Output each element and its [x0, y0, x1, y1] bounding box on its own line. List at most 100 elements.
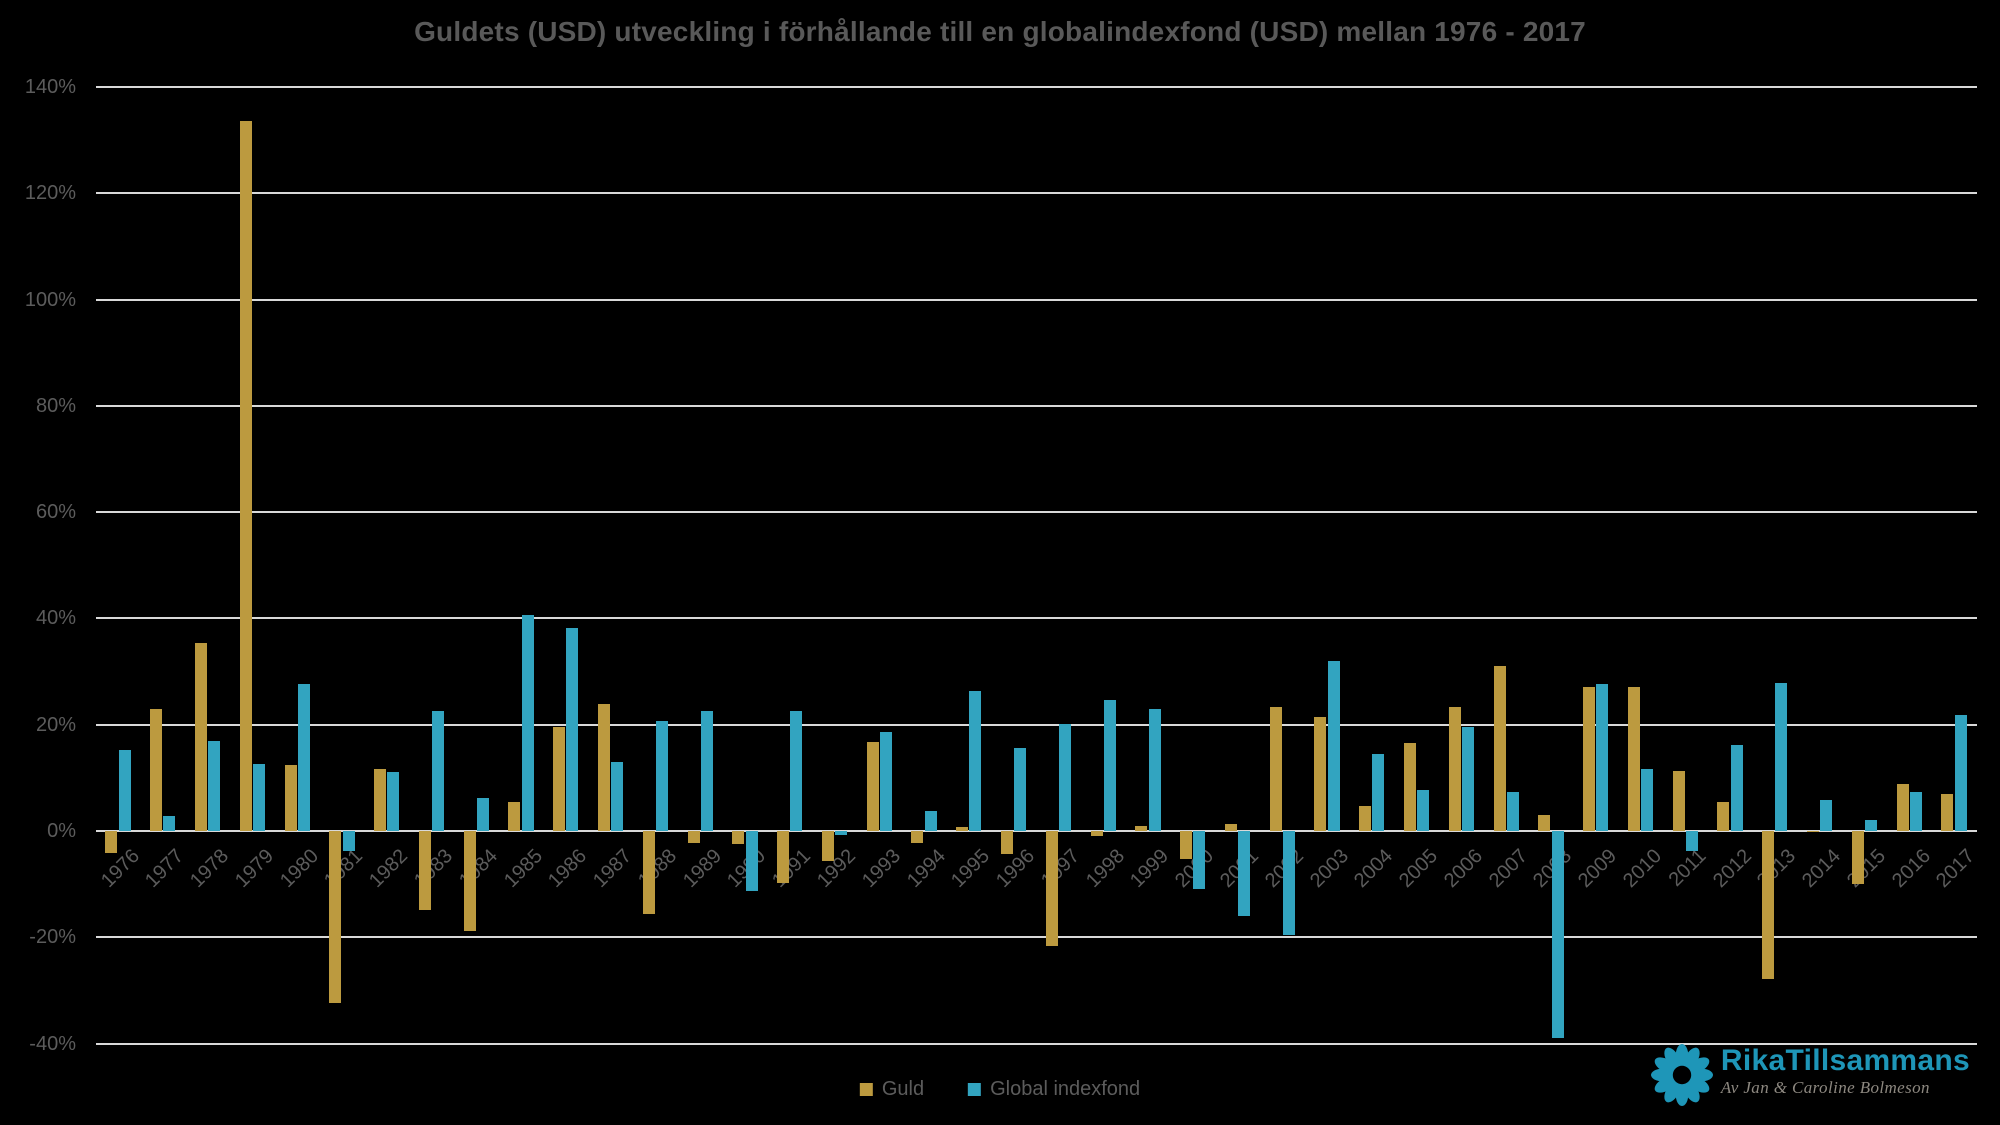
- gridline-80%: [96, 404, 1977, 407]
- bar-guld-2017: [1941, 793, 1954, 831]
- x-axis-label-2012: 2012: [1708, 845, 1756, 893]
- x-axis-label-2005: 2005: [1395, 845, 1443, 893]
- x-axis-label-1992: 1992: [813, 845, 861, 893]
- bar-global-indexfond-1987: [611, 761, 624, 831]
- bar-global-indexfond-1989: [700, 710, 713, 831]
- y-axis-label--20%: -20%: [29, 926, 76, 949]
- bar-guld-1991: [777, 831, 790, 883]
- bar-global-indexfond-1991: [790, 710, 803, 831]
- y-axis-label-120%: 120%: [24, 182, 76, 205]
- gridline--40%: [96, 1042, 1977, 1045]
- x-axis-label-1988: 1988: [633, 845, 681, 893]
- bar-guld-1990: [732, 831, 745, 845]
- bar-global-indexfond-2015: [1865, 819, 1878, 831]
- bar-global-indexfond-1981: [342, 831, 355, 852]
- x-axis-label-2004: 2004: [1350, 845, 1398, 893]
- bar-global-indexfond-2011: [1685, 831, 1698, 852]
- x-axis-label-1995: 1995: [947, 845, 995, 893]
- bar-global-indexfond-1996: [1014, 747, 1027, 831]
- bar-guld-2010: [1627, 686, 1640, 831]
- flower-icon: [1650, 1044, 1713, 1106]
- bar-global-indexfond-2009: [1596, 684, 1609, 831]
- bar-global-indexfond-2006: [1462, 727, 1474, 831]
- guld-swatch-icon: [859, 1083, 873, 1096]
- y-axis-label--40%: -40%: [29, 1032, 76, 1055]
- x-axis-label-1979: 1979: [230, 845, 278, 893]
- x-axis-label-1989: 1989: [678, 845, 726, 893]
- logo-texts: RikaTillsammans Av Jan & Caroline Bolmes…: [1721, 1044, 1970, 1098]
- logo-brand: RikaTillsammans: [1720, 1044, 1970, 1077]
- x-axis-label-2010: 2010: [1619, 845, 1667, 893]
- bar-global-indexfond-1979: [252, 764, 265, 831]
- bar-global-indexfond-1985: [521, 614, 534, 831]
- bar-global-indexfond-1994: [924, 810, 937, 831]
- bar-guld-2001: [1224, 824, 1237, 831]
- bar-global-indexfond-1992: [835, 831, 848, 835]
- bar-global-indexfond-2016: [1909, 791, 1922, 831]
- bar-guld-1978: [194, 643, 207, 831]
- legend-item-global-indexfond: Global indexfond: [968, 1078, 1140, 1101]
- bar-global-indexfond-1988: [655, 720, 668, 831]
- gridline-120%: [96, 192, 1977, 195]
- x-axis-label-1986: 1986: [544, 845, 592, 893]
- bar-guld-1976: [105, 831, 118, 853]
- legend-item-guld: Guld: [859, 1078, 924, 1101]
- bar-global-indexfond-2008: [1551, 831, 1564, 1039]
- gridline-100%: [96, 298, 1977, 301]
- bar-global-indexfond-2002: [1282, 831, 1295, 935]
- x-axis-label-2007: 2007: [1484, 845, 1532, 893]
- bar-global-indexfond-2013: [1775, 683, 1788, 831]
- bar-guld-2000: [1180, 831, 1193, 860]
- bar-guld-2003: [1314, 717, 1327, 831]
- bar-guld-2005: [1404, 742, 1417, 831]
- x-axis-label-1976: 1976: [96, 845, 144, 893]
- bar-global-indexfond-2012: [1730, 745, 1743, 831]
- bar-guld-2008: [1538, 814, 1551, 831]
- bar-guld-2011: [1672, 770, 1685, 831]
- x-axis-label-1997: 1997: [1036, 845, 1084, 893]
- x-axis-label-2013: 2013: [1753, 845, 1801, 893]
- bar-global-indexfond-2014: [1820, 800, 1833, 831]
- bar-guld-1997: [1045, 831, 1058, 946]
- bar-guld-2006: [1448, 706, 1461, 831]
- bar-guld-2009: [1583, 686, 1596, 831]
- x-axis-label-1982: 1982: [365, 845, 413, 893]
- bar-global-indexfond-1983: [432, 710, 445, 831]
- y-axis-label-80%: 80%: [35, 394, 76, 417]
- bar-guld-1993: [866, 741, 879, 831]
- x-axis-label-2016: 2016: [1887, 845, 1935, 893]
- bar-guld-1982: [374, 769, 387, 831]
- gridline-60%: [96, 511, 1977, 514]
- bar-guld-1979: [239, 121, 252, 831]
- x-axis-label-1998: 1998: [1081, 845, 1129, 893]
- bar-global-indexfond-2001: [1238, 831, 1251, 917]
- bar-guld-1984: [463, 831, 476, 932]
- gridline-40%: [96, 617, 1977, 620]
- x-axis-label-1984: 1984: [454, 845, 502, 893]
- bar-guld-1980: [284, 765, 297, 831]
- bar-global-indexfond-1997: [1058, 724, 1071, 831]
- bar-global-indexfond-1993: [879, 732, 892, 831]
- x-axis-label-1996: 1996: [992, 845, 1040, 893]
- bar-global-indexfond-1999: [1148, 708, 1161, 831]
- bar-global-indexfond-1980: [297, 684, 310, 831]
- x-axis-label-1991: 1991: [768, 845, 816, 893]
- bar-guld-2004: [1359, 806, 1372, 831]
- bar-guld-1986: [553, 727, 566, 831]
- bar-global-indexfond-2017: [1954, 714, 1967, 831]
- gridline-0%: [96, 830, 1977, 832]
- bar-guld-1989: [687, 831, 700, 843]
- x-axis-label-1978: 1978: [186, 845, 234, 893]
- bar-guld-1999: [1135, 826, 1148, 831]
- bar-global-indexfond-2000: [1193, 831, 1206, 890]
- bar-guld-1998: [1090, 831, 1103, 836]
- x-axis-label-2011: 2011: [1664, 845, 1711, 891]
- bar-guld-1992: [821, 831, 834, 862]
- x-axis-label-1987: 1987: [589, 845, 637, 893]
- bar-global-indexfond-1986: [566, 627, 579, 831]
- bar-guld-2007: [1493, 666, 1506, 831]
- x-axis-label-1985: 1985: [499, 845, 547, 893]
- bar-guld-2002: [1269, 706, 1282, 831]
- bar-guld-1977: [150, 709, 163, 831]
- bar-guld-1985: [508, 801, 521, 831]
